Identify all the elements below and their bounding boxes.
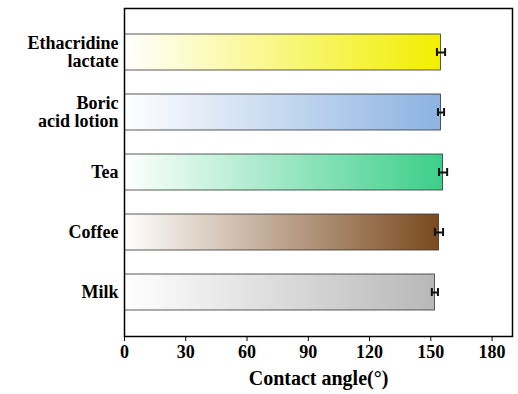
svg-text:120: 120 <box>356 342 383 362</box>
svg-text:Tea: Tea <box>91 162 118 182</box>
svg-text:Coffee: Coffee <box>69 222 119 242</box>
svg-text:Boricacid lotion: Boricacid lotion <box>38 93 119 131</box>
svg-text:180: 180 <box>479 342 506 362</box>
svg-text:0: 0 <box>120 342 129 362</box>
svg-text:90: 90 <box>299 342 317 362</box>
svg-text:30: 30 <box>177 342 195 362</box>
svg-text:Ethacridinelactate: Ethacridinelactate <box>27 33 118 71</box>
svg-text:60: 60 <box>238 342 256 362</box>
svg-text:Milk: Milk <box>81 282 118 302</box>
svg-text:Contact angle(°): Contact angle(°) <box>249 367 389 390</box>
svg-text:150: 150 <box>417 342 444 362</box>
